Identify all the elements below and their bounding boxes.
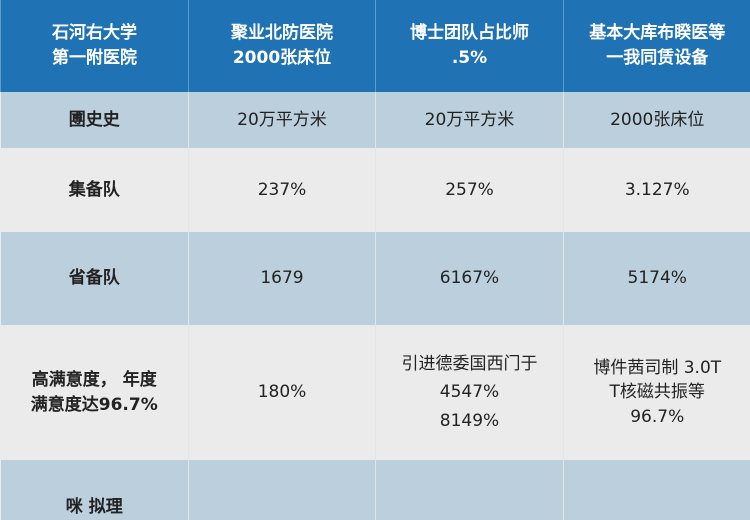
table-cell: 引进德委国西门于 4547% 8149%: [376, 325, 564, 460]
table-cell: 3.127%: [564, 148, 750, 232]
header-cell-line: 博士团队占比师: [382, 21, 557, 46]
table-cell: [376, 460, 564, 520]
table-cell-line: 180%: [195, 380, 369, 405]
table-cell-line: 20万平方米: [382, 108, 557, 133]
table-cell: [189, 460, 376, 520]
table-cell-line: 96.7%: [570, 405, 745, 430]
row-label: 省备队: [1, 232, 189, 325]
header-cell: 石河右大学第一附医院: [1, 0, 189, 92]
row-label: 高满意度， 年度满意度达96.7%: [1, 325, 189, 460]
row-label-line: 满意度达96.7%: [7, 393, 183, 418]
table-cell: 1679: [189, 232, 376, 325]
table-cell: 180%: [189, 325, 376, 460]
header-cell-line: 基本大库布睽医等: [570, 21, 745, 46]
row-label: 集备队: [1, 148, 189, 232]
row-label: 圑史史: [1, 92, 189, 148]
table-cell: [564, 460, 750, 520]
header-cell-line: 一我同赁设备: [570, 46, 745, 71]
table-cell: 6167%: [376, 232, 564, 325]
table-cell-line: 引进德委国西门于: [382, 352, 557, 377]
table-cell-line: 6167%: [382, 266, 557, 291]
table-cell-line: 5174%: [570, 266, 745, 291]
row-label-line: 省备队: [7, 266, 183, 291]
table-cell-line: T核磁共振等: [570, 380, 745, 405]
table-cell: 2000张床位: [564, 92, 750, 148]
row-label: 咪 拟理: [1, 460, 189, 520]
table-cell: 5174%: [564, 232, 750, 325]
row-label-line: 集备队: [7, 178, 183, 203]
table-cell: 237%: [189, 148, 376, 232]
row-label-line: 高满意度， 年度: [7, 368, 183, 393]
table-cell-line: 8149%: [382, 409, 557, 434]
table-row: 圑史史 20万平方米 20万平方米 2000张床位: [1, 92, 750, 148]
table-cell: 257%: [376, 148, 564, 232]
table-cell-line: 1679: [195, 266, 369, 291]
header-cell: 基本大库布睽医等一我同赁设备: [564, 0, 750, 92]
header-cell-line: 第一附医院: [7, 46, 182, 71]
row-label-line: 咪 拟理: [7, 495, 183, 520]
table-row: 集备队 237% 257% 3.127%: [1, 148, 750, 232]
table-cell-line: 257%: [382, 178, 557, 203]
header-cell-line: 石河右大学: [7, 21, 182, 46]
table-cell-line: 20万平方米: [195, 108, 369, 133]
row-label-line: 圑史史: [7, 108, 183, 133]
table-cell: 20万平方米: [376, 92, 564, 148]
table-cell-line: 237%: [195, 178, 369, 203]
table-row: 咪 拟理: [1, 460, 750, 520]
table-row: 省备队 1679 6167% 5174%: [1, 232, 750, 325]
header-cell-line: .5%: [382, 46, 557, 71]
table-cell: 20万平方米: [189, 92, 376, 148]
table-cell-line: 2000张床位: [570, 108, 745, 133]
table-cell-line: 3.127%: [570, 178, 745, 203]
header-cell-line: 2000张床位: [195, 46, 369, 71]
table-cell-line: 博件茜司制 3.0T: [570, 356, 745, 381]
table-cell-line: 4547%: [382, 380, 557, 405]
header-cell-line: 聚业北防医院: [195, 21, 369, 46]
header-cell: 博士团队占比师.5%: [376, 0, 564, 92]
